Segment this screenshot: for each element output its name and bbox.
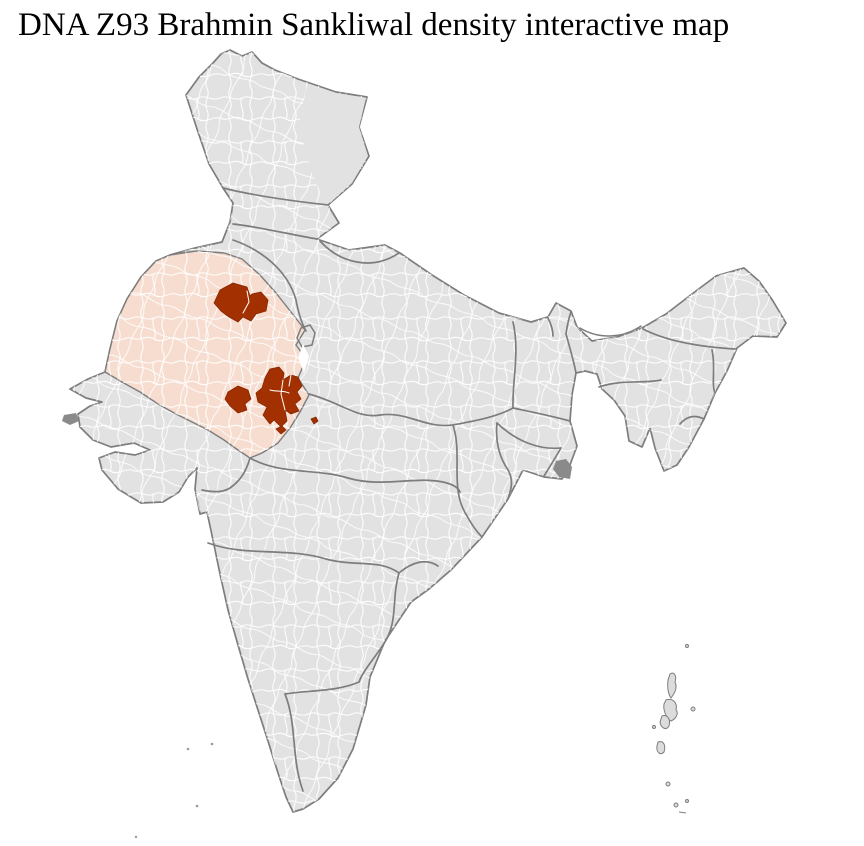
capital-territory[interactable]	[296, 324, 316, 348]
density-district-west[interactable]	[224, 385, 252, 414]
river-gap	[298, 344, 309, 373]
district-borders-overlay	[70, 50, 786, 812]
bhutan-notch	[580, 314, 641, 337]
andaman-island-chain	[652, 644, 696, 814]
density-cluster-north[interactable]	[213, 282, 269, 323]
density-district-inner-borders	[242, 290, 292, 411]
state-borders	[201, 187, 736, 792]
density-districts	[213, 282, 319, 435]
page-title: DNA Z93 Brahmin Sankliwal density intera…	[18, 7, 730, 43]
density-speck-south[interactable]	[275, 425, 287, 435]
west-marsh-patch	[62, 413, 79, 425]
delta-shaded-patch	[553, 459, 572, 479]
lakshadweep-island-dots	[134, 742, 214, 839]
density-speck-east[interactable]	[310, 416, 319, 425]
density-cluster-central[interactable]	[255, 366, 303, 428]
bhutan-notch-border	[579, 325, 642, 337]
north-smooth-district-patch	[300, 86, 368, 202]
